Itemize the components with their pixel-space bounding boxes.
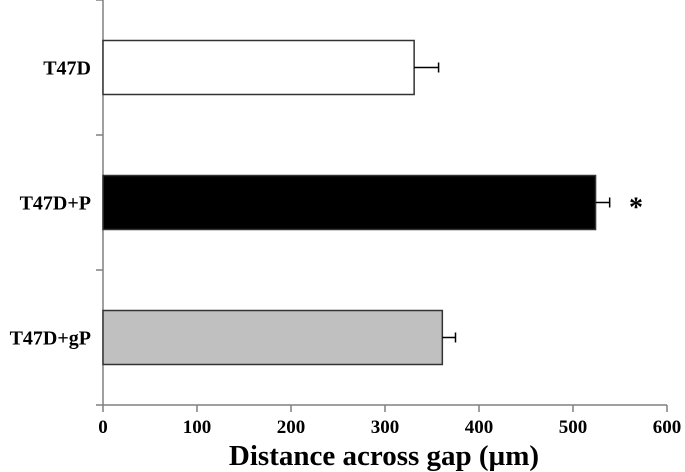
category-labels: T47D T47D+P T47D+gP	[10, 58, 91, 350]
x-tick-label: 0	[98, 417, 108, 438]
bar-t47d-p	[102, 174, 597, 231]
x-tick-label: 600	[653, 417, 682, 438]
x-tick-label: 300	[371, 417, 400, 438]
x-axis-label: Distance across gap (µm)	[229, 440, 539, 472]
category-label: T47D+gP	[10, 328, 91, 350]
significance-asterisk: *	[629, 193, 643, 224]
x-tick-label: 200	[277, 417, 306, 438]
x-tick-label: 500	[559, 417, 588, 438]
bar-t47d-gp	[102, 309, 444, 366]
x-tick-label: 100	[183, 417, 212, 438]
x-tick-labels: 0 100 200 300 400 500 600	[98, 417, 681, 438]
bars: *	[102, 39, 643, 366]
category-label: T47D	[43, 58, 91, 80]
category-label: T47D+P	[20, 193, 91, 215]
bar-t47d	[102, 39, 415, 96]
x-tick-label: 400	[465, 417, 494, 438]
